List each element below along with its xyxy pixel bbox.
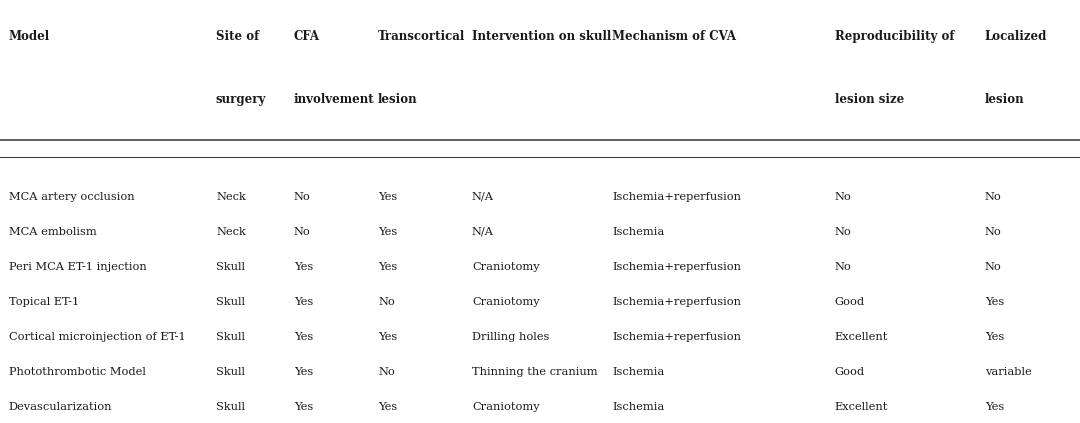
Text: Photothrombotic Model: Photothrombotic Model	[9, 367, 146, 377]
Text: MCA embolism: MCA embolism	[9, 227, 96, 237]
Text: Yes: Yes	[378, 227, 397, 237]
Text: No: No	[985, 227, 1002, 237]
Text: Yes: Yes	[294, 297, 313, 307]
Text: N/A: N/A	[472, 227, 494, 237]
Text: Topical ET-1: Topical ET-1	[9, 297, 79, 307]
Text: Yes: Yes	[294, 367, 313, 377]
Text: lesion: lesion	[378, 93, 418, 106]
Text: Localized: Localized	[985, 30, 1048, 43]
Text: Ischemia: Ischemia	[612, 227, 664, 237]
Text: variable: variable	[985, 367, 1031, 377]
Text: CFA: CFA	[294, 30, 320, 43]
Text: Reproducibility of: Reproducibility of	[835, 30, 955, 43]
Text: No: No	[985, 192, 1002, 202]
Text: Ischemia+reperfusion: Ischemia+reperfusion	[612, 297, 741, 307]
Text: Craniotomy: Craniotomy	[472, 262, 540, 272]
Text: No: No	[835, 262, 852, 272]
Text: involvement: involvement	[294, 93, 375, 106]
Text: No: No	[294, 227, 311, 237]
Text: No: No	[378, 367, 395, 377]
Text: Skull: Skull	[216, 367, 245, 377]
Text: No: No	[835, 192, 852, 202]
Text: Neck: Neck	[216, 192, 246, 202]
Text: Craniotomy: Craniotomy	[472, 297, 540, 307]
Text: Yes: Yes	[294, 402, 313, 412]
Text: Neck: Neck	[216, 227, 246, 237]
Text: Yes: Yes	[985, 297, 1004, 307]
Text: Good: Good	[835, 297, 865, 307]
Text: lesion size: lesion size	[835, 93, 904, 106]
Text: No: No	[378, 297, 395, 307]
Text: Yes: Yes	[378, 262, 397, 272]
Text: lesion: lesion	[985, 93, 1025, 106]
Text: Yes: Yes	[378, 332, 397, 342]
Text: Yes: Yes	[378, 402, 397, 412]
Text: Yes: Yes	[294, 332, 313, 342]
Text: Yes: Yes	[985, 332, 1004, 342]
Text: Skull: Skull	[216, 332, 245, 342]
Text: Thinning the cranium: Thinning the cranium	[472, 367, 597, 377]
Text: Yes: Yes	[378, 192, 397, 202]
Text: Peri MCA ET-1 injection: Peri MCA ET-1 injection	[9, 262, 147, 272]
Text: Cortical microinjection of ET-1: Cortical microinjection of ET-1	[9, 332, 186, 342]
Text: Excellent: Excellent	[835, 332, 888, 342]
Text: Ischemia: Ischemia	[612, 367, 664, 377]
Text: Ischemia+reperfusion: Ischemia+reperfusion	[612, 332, 741, 342]
Text: Ischemia+reperfusion: Ischemia+reperfusion	[612, 192, 741, 202]
Text: Good: Good	[835, 367, 865, 377]
Text: No: No	[294, 192, 311, 202]
Text: Transcortical: Transcortical	[378, 30, 465, 43]
Text: Craniotomy: Craniotomy	[472, 402, 540, 412]
Text: Mechanism of CVA: Mechanism of CVA	[612, 30, 737, 43]
Text: Skull: Skull	[216, 262, 245, 272]
Text: Site of: Site of	[216, 30, 259, 43]
Text: Excellent: Excellent	[835, 402, 888, 412]
Text: Yes: Yes	[294, 262, 313, 272]
Text: No: No	[835, 227, 852, 237]
Text: Intervention on skull: Intervention on skull	[472, 30, 611, 43]
Text: Model: Model	[9, 30, 50, 43]
Text: Ischemia: Ischemia	[612, 402, 664, 412]
Text: surgery: surgery	[216, 93, 267, 106]
Text: Yes: Yes	[985, 402, 1004, 412]
Text: Skull: Skull	[216, 402, 245, 412]
Text: No: No	[985, 262, 1002, 272]
Text: Skull: Skull	[216, 297, 245, 307]
Text: N/A: N/A	[472, 192, 494, 202]
Text: Drilling holes: Drilling holes	[472, 332, 550, 342]
Text: Ischemia+reperfusion: Ischemia+reperfusion	[612, 262, 741, 272]
Text: MCA artery occlusion: MCA artery occlusion	[9, 192, 134, 202]
Text: Devascularization: Devascularization	[9, 402, 112, 412]
